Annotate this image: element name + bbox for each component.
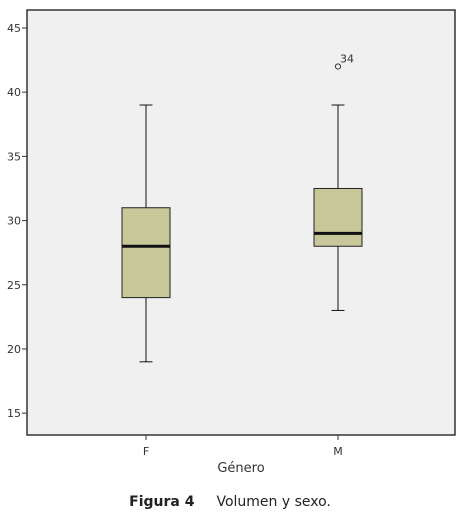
y-tick-label-25: 25 [7,279,21,292]
y-axis: 15 20 25 30 35 40 45 [7,22,27,420]
x-axis-title: Género [217,461,264,476]
x-tick-label-M: M [333,445,343,458]
box-M: 34 [313,52,363,311]
outlier-label: 34 [340,52,354,65]
y-tick-label-20: 20 [7,343,21,356]
figure-caption: Figura 4 Volumen y sexo. [0,494,460,510]
x-tick-label-F: F [143,445,149,458]
y-tick-label-30: 30 [7,215,21,228]
box-F [121,104,171,363]
iqr-box [313,187,363,247]
boxes: 34 [121,52,363,363]
caption-text: Volumen y sexo. [216,494,331,510]
y-tick-label-35: 35 [7,150,21,163]
outlier-point [334,63,342,70]
y-tick-label-40: 40 [7,86,21,99]
plot-background [26,9,456,436]
y-tick-label-45: 45 [7,22,21,35]
iqr-box [121,207,171,299]
figure-label: Figura 4 [129,494,195,510]
y-tick-label-15: 15 [7,407,21,420]
